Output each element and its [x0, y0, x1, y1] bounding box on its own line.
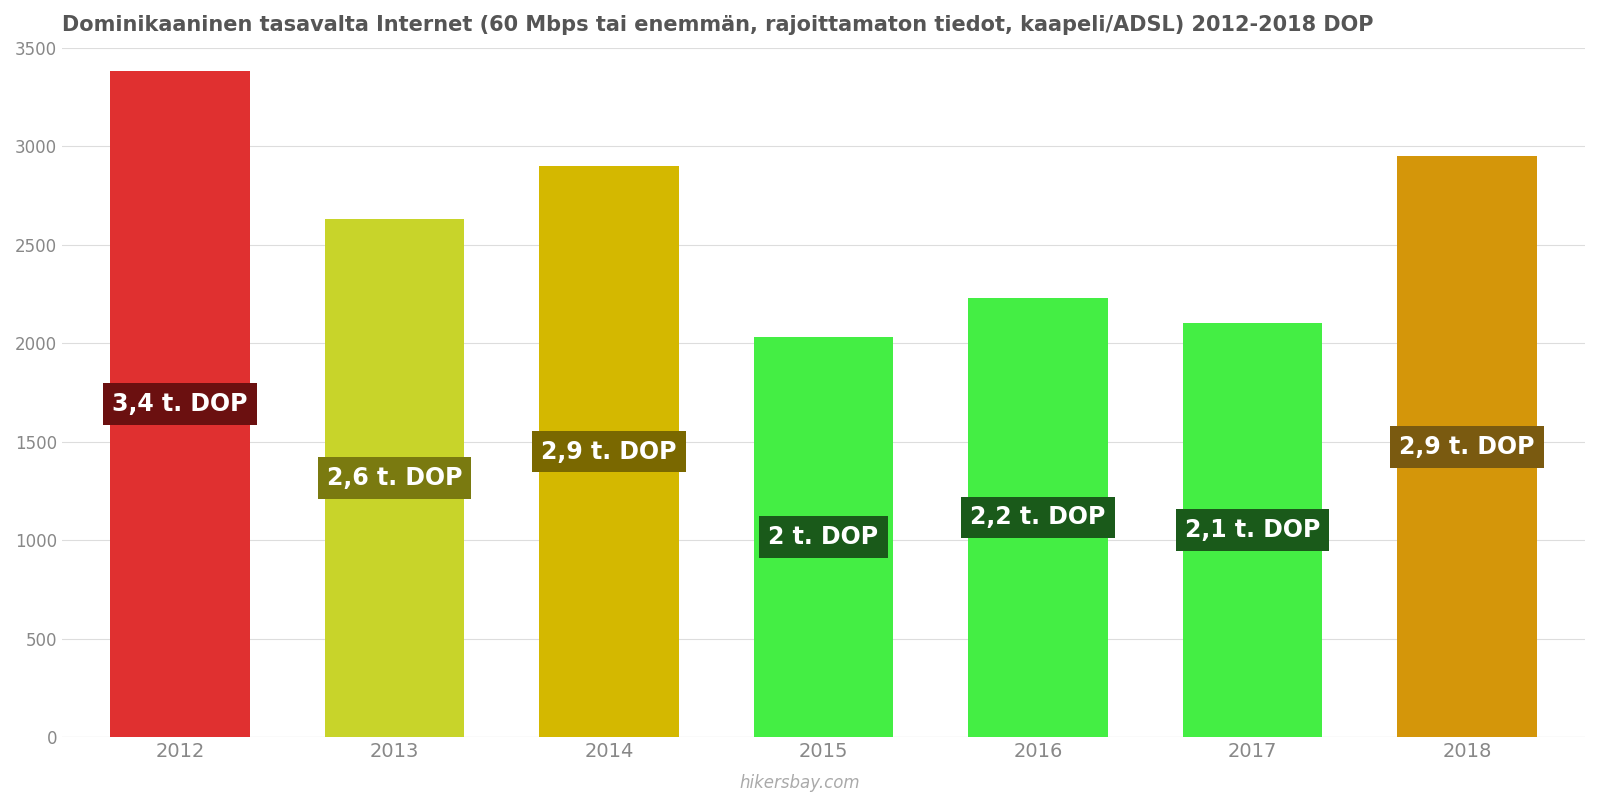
Text: 2,2 t. DOP: 2,2 t. DOP: [970, 506, 1106, 530]
Bar: [968, 298, 1107, 737]
Text: hikersbay.com: hikersbay.com: [739, 774, 861, 792]
Text: 2,1 t. DOP: 2,1 t. DOP: [1186, 518, 1320, 542]
Text: 2,9 t. DOP: 2,9 t. DOP: [541, 439, 677, 463]
Bar: [1182, 323, 1322, 737]
Text: 2 t. DOP: 2 t. DOP: [768, 525, 878, 549]
Text: 3,4 t. DOP: 3,4 t. DOP: [112, 392, 248, 416]
Bar: [539, 166, 678, 737]
Text: 2,6 t. DOP: 2,6 t. DOP: [326, 466, 462, 490]
Text: Dominikaaninen tasavalta Internet (60 Mbps tai enemmän, rajoittamaton tiedot, ka: Dominikaaninen tasavalta Internet (60 Mb…: [62, 15, 1373, 35]
Bar: [325, 219, 464, 737]
Bar: [1397, 156, 1536, 737]
Bar: [110, 71, 250, 737]
Text: 2,9 t. DOP: 2,9 t. DOP: [1400, 434, 1534, 458]
Bar: [754, 338, 893, 737]
